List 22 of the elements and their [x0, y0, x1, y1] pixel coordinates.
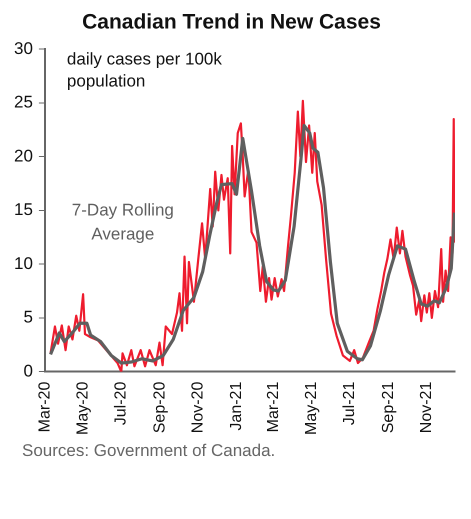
- x-tick-label: Mar-20: [36, 382, 54, 432]
- source-note: Sources: Government of Canada.: [22, 440, 276, 462]
- chart-title: Canadian Trend in New Cases: [82, 10, 381, 34]
- y-tick-label: 0: [23, 361, 33, 380]
- y-tick-label: 30: [14, 38, 33, 58]
- x-tick-label: Jan-21: [228, 382, 245, 431]
- y-tick-label: 15: [14, 200, 33, 220]
- y-tick-label: 20: [14, 146, 33, 166]
- x-tick-label: Jul-20: [112, 382, 130, 426]
- series-label: 7-Day Rolling Average: [72, 200, 174, 244]
- y-axis-title: daily cases per 100k population: [66, 49, 222, 90]
- x-tick-label: May-20: [74, 382, 92, 436]
- y-tick-label: 10: [14, 254, 33, 273]
- x-tick-label: May-21: [303, 382, 320, 436]
- x-tick-label: Jul-21: [341, 382, 358, 426]
- x-tick-label: Nov-21: [418, 382, 436, 434]
- y-tick-label: 25: [14, 92, 33, 112]
- x-tick-label: Mar-21: [264, 382, 282, 432]
- x-tick-label: Sep-21: [380, 382, 398, 434]
- x-tick-label: Sep-20: [152, 382, 169, 434]
- y-tick-label: 5: [23, 308, 33, 327]
- x-tick-label: Nov-20: [190, 382, 207, 434]
